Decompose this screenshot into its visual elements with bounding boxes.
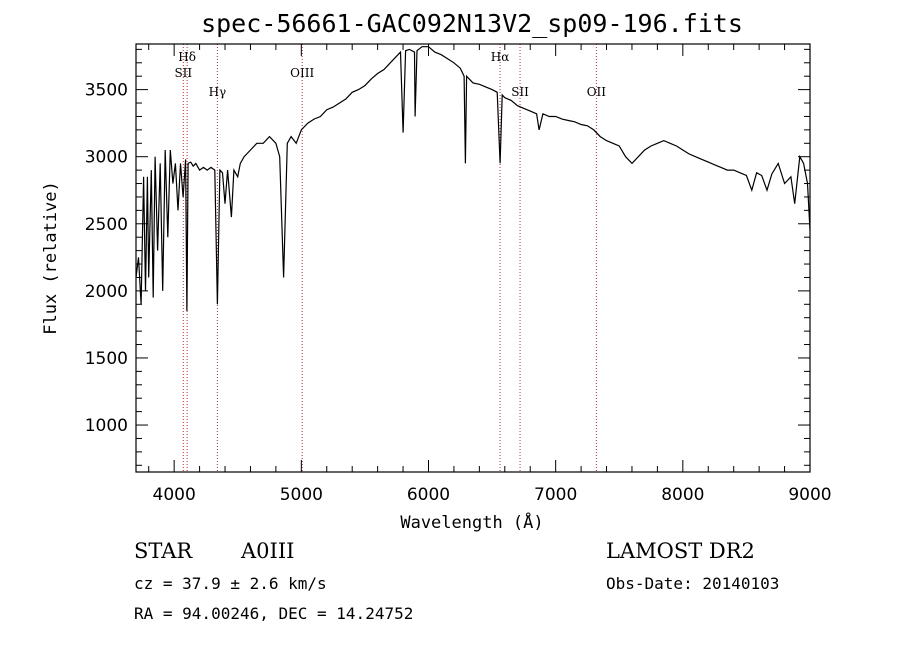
y-tick-label: 1000 <box>85 416 128 436</box>
y-tick-label: 2500 <box>85 215 128 235</box>
coordinates-text: RA = 94.00246, DEC = 14.24752 <box>134 604 413 623</box>
x-tick-label: 5000 <box>280 485 323 505</box>
y-tick-label: 2000 <box>85 282 128 302</box>
line-marker-label: OII <box>587 85 607 99</box>
x-tick-label: 9000 <box>788 485 831 505</box>
y-tick-label: 3000 <box>85 148 128 168</box>
line-marker-label: SII <box>511 85 529 99</box>
line-marker-label: OIII <box>290 66 314 80</box>
y-tick-label: 1500 <box>85 349 128 369</box>
line-marker-label: Hγ <box>209 85 227 99</box>
spectral-line-markers: Hδ SII Hγ OIII Hα OII SII <box>174 44 606 472</box>
y-axis-ticks: 1000 1500 2000 2500 3000 3500 <box>85 48 810 466</box>
chart-title: spec-56661-GAC092N13V2_sp09-196.fits <box>201 9 743 38</box>
y-tick-label: 3500 <box>85 81 128 101</box>
redshift-text: cz = 37.9 ± 2.6 km/s <box>134 574 327 593</box>
line-marker-label: Hδ <box>178 50 196 64</box>
x-axis-ticks: 4000 5000 6000 7000 8000 9000 <box>148 44 832 505</box>
spectral-subclass: A0III <box>240 539 294 563</box>
x-tick-label: 8000 <box>661 485 704 505</box>
line-marker-label: SII <box>174 66 192 80</box>
survey-name: LAMOST DR2 <box>606 539 755 563</box>
y-axis-label: Flux (relative) <box>41 181 61 335</box>
x-tick-label: 7000 <box>534 485 577 505</box>
obs-date: Obs-Date: 20140103 <box>606 574 779 593</box>
spectrum-series-line <box>135 46 811 312</box>
plot-frame <box>135 43 811 473</box>
x-tick-label: 6000 <box>407 485 450 505</box>
line-marker-label: Hα <box>491 50 510 64</box>
object-type: STAR <box>134 539 193 563</box>
x-tick-label: 4000 <box>153 485 196 505</box>
x-axis-label: Wavelength (Å) <box>400 511 543 533</box>
